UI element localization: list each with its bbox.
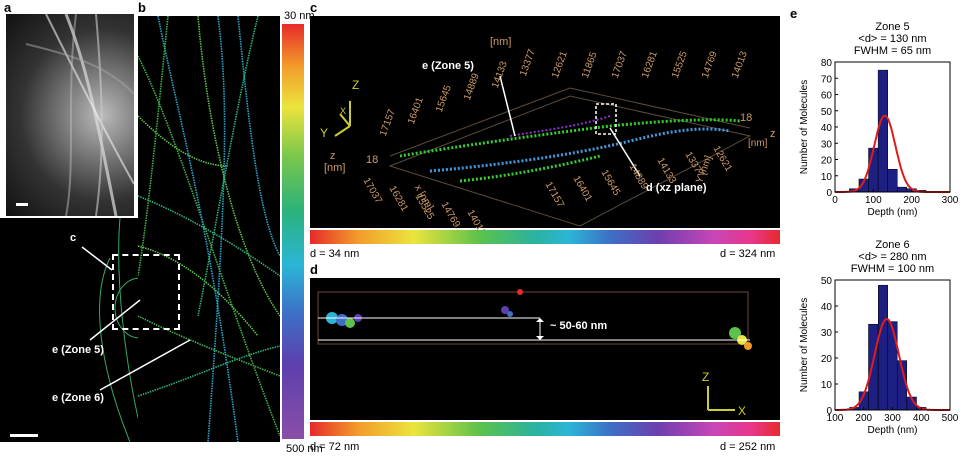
y-unit-label: [nm] — [490, 36, 512, 48]
filament-9 — [207, 16, 226, 442]
hist1-title-line-2: FWHM = 100 nm — [851, 263, 934, 275]
colorbar-b-bottom: 500 nm — [286, 443, 323, 455]
hist1-xtick-1: 200 — [855, 413, 872, 424]
filament-2 — [197, 16, 280, 317]
overlay-arrows — [81, 246, 191, 391]
superres-image-b — [138, 16, 280, 442]
hist1-xtick-4: 500 — [942, 413, 959, 424]
label-zone5-arrow: e (Zone 5) — [52, 344, 104, 356]
axis-x-c: X — [340, 106, 347, 116]
hist0-xtick-0: 0 — [832, 195, 838, 206]
hist1-ytick-2: 20 — [821, 354, 833, 365]
d-annotation: ~ 50-60 nm — [550, 320, 608, 332]
hist1-ytick-5: 50 — [821, 276, 833, 287]
z-value-right: 18 — [740, 112, 753, 124]
hist0-ytick-1: 10 — [821, 172, 833, 183]
filament-8 — [138, 16, 169, 277]
axis-x-d: X — [738, 404, 747, 418]
filament-4 — [138, 315, 280, 377]
hist1-title-line-0: Zone 6 — [875, 239, 909, 251]
filament-7 — [138, 345, 280, 397]
hist0-bar-3 — [877, 69, 888, 193]
hist1-ytick-1: 10 — [821, 380, 833, 391]
colorbar-b-top: 30 nm — [284, 10, 315, 22]
filament-3 — [138, 195, 280, 277]
hist0-ytick-2: 20 — [821, 156, 833, 167]
filament-6 — [138, 115, 229, 167]
hist1-bar-2 — [868, 323, 879, 411]
label-dplane: d (xz plane) — [646, 182, 707, 194]
widefield-image — [6, 14, 134, 216]
hist0-ytick-5: 50 — [821, 107, 833, 118]
zoom-box — [112, 254, 180, 330]
hist0-ytick-7: 70 — [821, 74, 833, 85]
axis-z-c: Z — [352, 78, 360, 92]
colorbar-d-left: d = 72 nm — [310, 441, 360, 453]
filament-0 — [138, 55, 280, 437]
3d-view-c-graphics — [334, 75, 752, 227]
panel-c-label: c — [310, 0, 318, 15]
panel-d-label: d — [310, 262, 318, 277]
hist1-bar-3 — [878, 284, 889, 411]
hist0-title-line-1: <d> = 130 nm — [858, 33, 926, 45]
filament-10 — [138, 245, 259, 337]
hist0-bar-4 — [887, 169, 898, 193]
hist0-bar-5 — [897, 186, 908, 193]
colorbar-d-right: d = 252 nm — [720, 441, 776, 453]
hist1-ytick-0: 0 — [826, 406, 832, 417]
colorbar-c-left: d = 34 nm — [310, 248, 360, 260]
hist0-ytick-3: 30 — [821, 139, 833, 150]
hist0-ylabel: Number of Molecules — [799, 80, 810, 174]
label-zone5-c: e (Zone 5) — [422, 60, 474, 72]
panel-a-label: a — [4, 0, 12, 15]
hist0-ytick-0: 0 — [826, 188, 832, 199]
hist0-xtick-1: 100 — [865, 195, 882, 206]
hist0-ytick-8: 80 — [821, 58, 833, 69]
hist0-title-line-0: Zone 5 — [875, 21, 909, 33]
hist0-xtick-2: 200 — [903, 195, 920, 206]
colorbar-c-right: d = 324 nm — [720, 248, 776, 260]
filament-lines — [138, 16, 280, 442]
xz-view-d-graphics — [317, 289, 752, 411]
label-c-arrow: c — [70, 232, 77, 244]
panel-b-label: b — [138, 0, 146, 15]
z-label-right: z — [770, 128, 776, 140]
axis-z-d: Z — [702, 370, 710, 384]
xz-view-d: ~ 50-60 nm Z X — [310, 278, 780, 420]
hist0-xlabel: Depth (nm) — [867, 207, 917, 218]
hist1-ylabel: Number of Molecules — [799, 298, 810, 392]
z-value-left: 18 — [366, 154, 379, 166]
axis-y-c: Y — [320, 126, 329, 140]
3d-view-c: e (Zone 5) d (xz plane) Z Y X z [nm] 18 … — [310, 16, 780, 238]
z-unit-right: [nm] — [748, 138, 768, 149]
hist1-bar-4 — [887, 321, 898, 411]
filament-1 — [157, 16, 239, 442]
hist1-xtick-0: 100 — [827, 413, 844, 424]
hist1-ytick-4: 40 — [821, 302, 833, 313]
colorbar-b — [282, 24, 304, 439]
hist1-ytick-3: 30 — [821, 328, 833, 339]
hist1-xtick-3: 400 — [913, 413, 930, 424]
z-label-left: z — [330, 150, 336, 162]
hist0-title-line-2: FWHM = 65 nm — [854, 45, 931, 57]
hist0-ytick-6: 60 — [821, 91, 833, 102]
colorbar-c — [310, 230, 780, 244]
hist0-ytick-4: 40 — [821, 123, 833, 134]
colorbar-d — [310, 422, 780, 436]
panel-e-label: e — [790, 6, 798, 21]
hist1-xlabel: Depth (nm) — [867, 425, 917, 436]
z-unit-left: [nm] — [324, 162, 346, 174]
hist0-xtick-3: 300 — [942, 195, 959, 206]
filament-11 — [197, 16, 259, 317]
label-zone6-arrow: e (Zone 6) — [52, 392, 104, 404]
hist1-title-line-1: <d> = 280 nm — [858, 251, 926, 263]
filament-5 — [237, 16, 280, 257]
hist1-xtick-2: 300 — [884, 413, 901, 424]
hist0-bar-2 — [868, 147, 879, 193]
